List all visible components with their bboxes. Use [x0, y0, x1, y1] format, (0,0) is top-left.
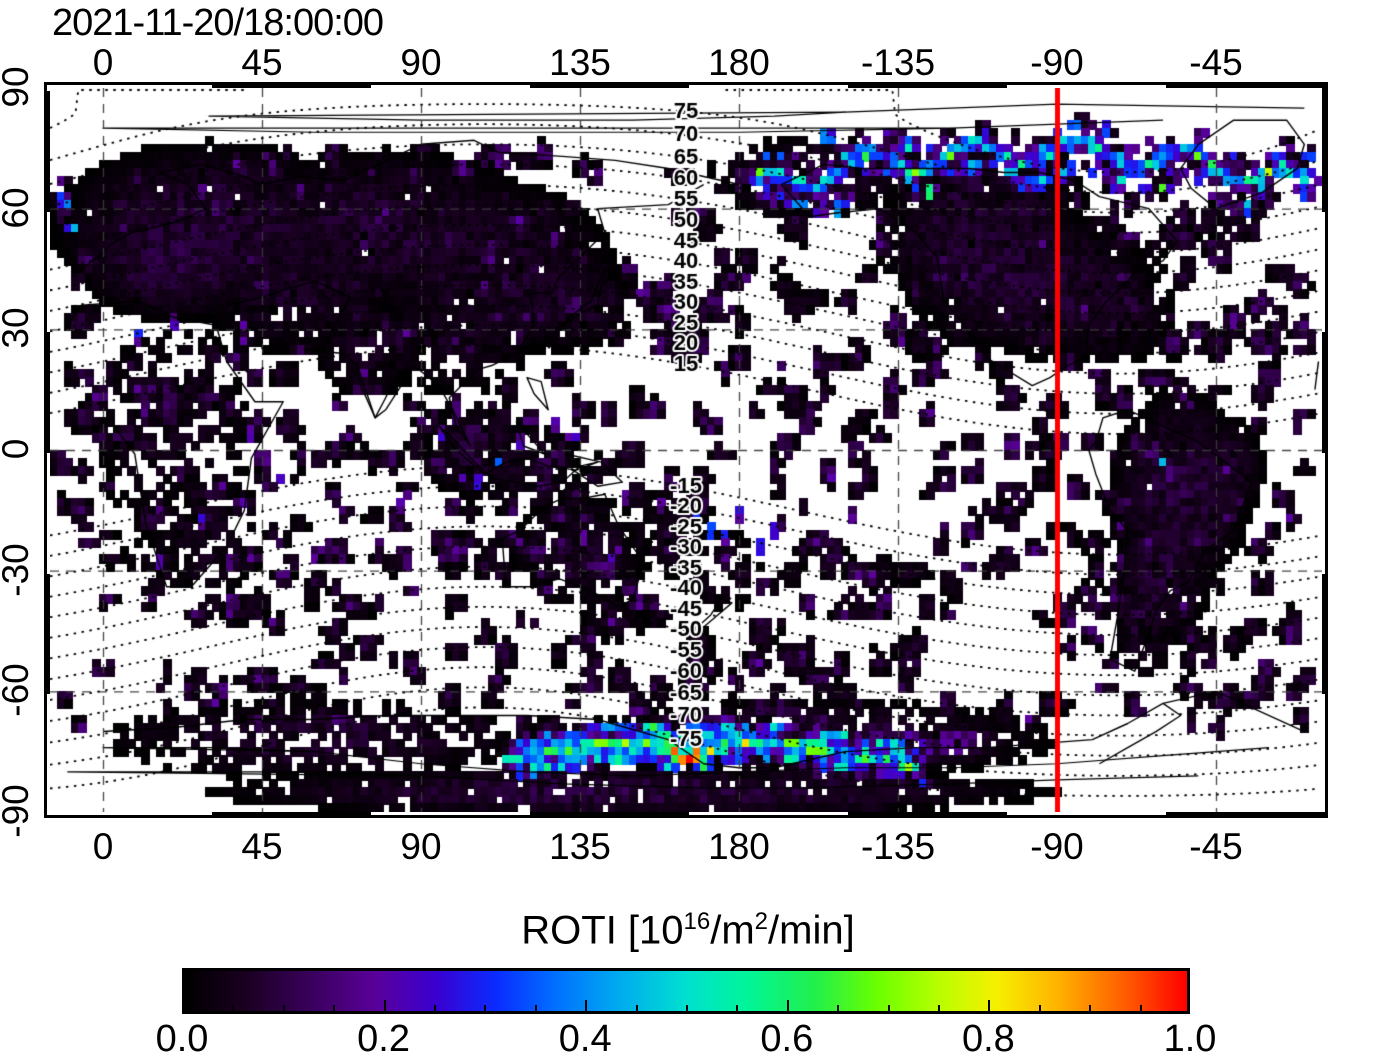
frame-tick-segment	[1322, 332, 1328, 453]
latitude-tick-right-0: 0	[1369, 389, 1376, 509]
colorbar-minor-tick	[232, 1005, 235, 1013]
colorbar-minor-tick	[333, 1005, 336, 1013]
colorbar-title-square: 2	[754, 908, 769, 935]
colorbar-minor-tick	[938, 1005, 940, 1013]
colorbar-tick-0.6	[786, 1000, 789, 1013]
frame-tick-segment	[1322, 91, 1328, 212]
latitude-tick-left-neg90: -90	[0, 784, 36, 838]
latitude-tick-right-90: 90	[1370, 66, 1376, 108]
latitude-tick-right-30: 30	[1370, 307, 1376, 349]
longitude-tick-135: 135	[549, 826, 611, 867]
colorbar-minor-tick	[1038, 1005, 1041, 1013]
colorbar-tick-0.2	[383, 1000, 386, 1013]
latitude-tick-left-60: 60	[0, 187, 36, 229]
latitude-tick-left-30: 30	[0, 307, 36, 349]
colorbar-label-0.0: 0.0	[155, 1018, 209, 1060]
frame-tick-segment	[212, 812, 371, 818]
longitude-tick-neg90: -90	[1030, 826, 1084, 867]
roti-heatmap-canvas[interactable]	[50, 88, 1322, 812]
latitude-tick-left-0: 0	[0, 389, 37, 509]
colorbar-minor-tick	[585, 1005, 588, 1013]
page-title: 2021-11-20/18:00:00	[52, 2, 384, 44]
colorbar-minor-tick	[1139, 1005, 1142, 1013]
colorbar-minor-tick	[635, 1005, 638, 1013]
longitude-tick-45: 45	[241, 42, 283, 83]
colorbar-minor-tick	[1089, 1005, 1092, 1013]
colorbar-minor-tick	[837, 1005, 840, 1013]
colorbar-minor-tick	[484, 1005, 487, 1013]
longitude-tick-45: 45	[241, 826, 283, 867]
longitude-tick-neg135: -135	[860, 826, 936, 867]
colorbar-label-0.4: 0.4	[558, 1018, 612, 1060]
roti-global-map[interactable]	[50, 88, 1322, 812]
colorbar-minor-tick	[736, 1005, 739, 1013]
colorbar-minor-tick	[434, 1005, 436, 1013]
latitude-tick-right-neg60: -60	[1370, 663, 1376, 718]
latitude-tick-left-neg30: -30	[0, 542, 36, 597]
colorbar-minor-tick	[686, 1005, 688, 1013]
latitude-tick-right-60: 60	[1370, 187, 1376, 229]
frame-tick-segment	[848, 812, 1007, 818]
colorbar-minor-tick	[534, 1005, 537, 1013]
frame-tick-segment	[1322, 573, 1328, 695]
longitude-tick-neg90: -90	[1030, 42, 1084, 83]
longitude-tick-180: 180	[708, 42, 770, 83]
colorbar-title: ROTI [1016/m2/min]	[0, 908, 1376, 953]
colorbar-label-0.8: 0.8	[961, 1018, 1015, 1060]
longitude-tick-neg135: -135	[860, 42, 936, 83]
colorbar-tick-1.0	[1187, 1000, 1189, 1013]
colorbar-label-0.6: 0.6	[760, 1018, 814, 1060]
longitude-tick-neg45: -45	[1189, 826, 1243, 867]
colorbar-minor-tick	[887, 1005, 890, 1013]
colorbar-tick-0.8	[988, 1000, 991, 1013]
colorbar-label-0.2: 0.2	[357, 1018, 410, 1060]
colorbar-title-suffix: /m	[710, 908, 755, 953]
colorbar-title-end: /min]	[768, 908, 855, 953]
frame-tick-segment	[1166, 812, 1325, 818]
longitude-tick-180: 180	[708, 826, 770, 867]
longitude-tick-0: 0	[92, 42, 114, 83]
latitude-tick-left-neg60: -60	[0, 663, 36, 718]
colorbar-label-1.0: 1.0	[1163, 1018, 1217, 1060]
latitude-tick-right-neg90: -90	[1370, 784, 1376, 838]
colorbar-minor-tick	[282, 1005, 285, 1013]
colorbar-title-exponent: 16	[683, 908, 711, 935]
longitude-tick-neg45: -45	[1189, 42, 1243, 83]
longitude-tick-0: 0	[92, 826, 114, 867]
frame-tick-segment	[530, 812, 689, 818]
latitude-tick-left-90: 90	[0, 66, 36, 108]
roti-colorbar[interactable]	[182, 968, 1190, 1014]
longitude-tick-135: 135	[549, 42, 611, 83]
latitude-tick-right-neg30: -30	[1370, 542, 1376, 597]
longitude-tick-90: 90	[400, 42, 442, 83]
colorbar-title-prefix: ROTI [10	[521, 908, 684, 953]
longitude-tick-90: 90	[400, 826, 442, 867]
